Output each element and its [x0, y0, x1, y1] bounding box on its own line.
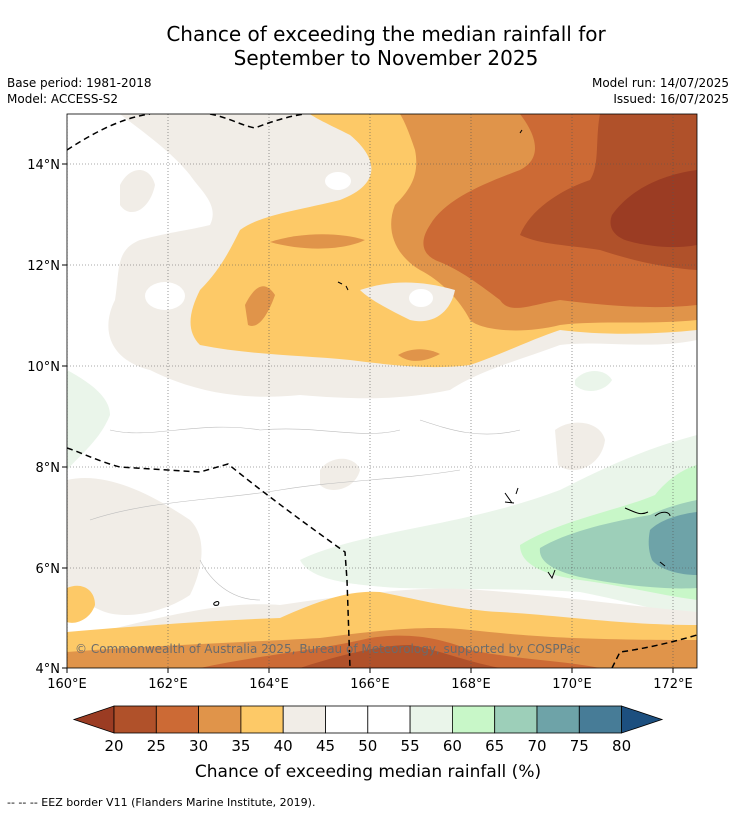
x-tick-label: 162°E — [148, 677, 188, 692]
hole-2 — [145, 282, 185, 310]
colorbar-high-arrow — [621, 705, 664, 734]
eez-border — [67, 114, 697, 668]
region-30-35-spot — [245, 286, 275, 326]
copyright-text: © Commonwealth of Australia 2025, Bureau… — [75, 642, 580, 656]
hole-5 — [409, 289, 433, 307]
graticule — [67, 114, 697, 668]
region-40-45-small-3 — [555, 422, 605, 471]
map-frame — [66, 113, 698, 669]
region-40-45-southwest — [67, 478, 202, 615]
x-tick-label: 168°E — [451, 677, 491, 692]
title-line-2: September to November 2025 — [233, 46, 539, 70]
colorbar-swatch — [282, 705, 326, 734]
map-title: Chance of exceeding the median rainfall … — [0, 22, 736, 70]
colorbar-swatch — [451, 705, 496, 734]
colorbar-swatch — [240, 705, 284, 734]
colorbar-swatch — [113, 705, 157, 734]
colorbar: 20 25 30 35 40 45 50 55 60 65 70 75 80 — [72, 705, 664, 755]
colorbar-tick-label: 70 — [527, 737, 546, 755]
region-30-35-spot-2 — [398, 349, 440, 361]
meta-left: Base period: 1981-2018 Model: ACCESS-S2 — [7, 75, 152, 107]
y-tick-label: 14°N — [27, 158, 60, 173]
region-55-60-west — [67, 370, 110, 470]
issued-date: Issued: 16/07/2025 — [613, 92, 729, 106]
colorbar-tick-label: 75 — [570, 737, 589, 755]
colorbar-swatch — [536, 705, 580, 734]
y-tick-label: 10°N — [27, 360, 60, 375]
hole-4 — [360, 282, 455, 322]
x-tick-label: 172°E — [653, 677, 693, 692]
colorbar-swatch — [155, 705, 200, 734]
region-35-40-west-spot — [67, 585, 95, 623]
colorbar-swatch — [578, 705, 622, 734]
colorbar-tick-label: 50 — [358, 737, 377, 755]
region-40-45-small-1 — [120, 170, 155, 213]
colorbar-label: Chance of exceeding median rainfall (%) — [194, 762, 542, 782]
colorbar-tick-label: 55 — [401, 737, 420, 755]
colorbar-swatch — [325, 705, 369, 734]
colorbar-tick-label: 65 — [485, 737, 504, 755]
colorbar-tick-label: 45 — [316, 737, 335, 755]
islands — [213, 129, 671, 606]
eez-footnote: -- -- -- EEZ border V11 (Flanders Marine… — [7, 796, 316, 809]
region-below-20 — [610, 170, 697, 248]
colorbar-tick-label: 80 — [612, 737, 631, 755]
rainfall-map: © Commonwealth of Australia 2025, Bureau… — [67, 114, 697, 668]
region-55-60-spot — [575, 371, 612, 392]
y-tick-label: 6°N — [36, 562, 61, 577]
colorbar-tick-label: 35 — [231, 737, 250, 755]
model-run: Model run: 14/07/2025 — [591, 76, 729, 90]
y-tick-label: 8°N — [36, 461, 61, 476]
base-period: Base period: 1981-2018 — [7, 76, 152, 90]
y-tick-label: 4°N — [36, 662, 61, 677]
colorbar-swatch — [409, 705, 453, 734]
colorbar-swatch — [494, 705, 538, 734]
x-axis: 160°E 162°E 164°E 166°E 168°E 170°E 172°E — [47, 668, 693, 692]
x-tick-label: 160°E — [47, 677, 87, 692]
model-name: Model: ACCESS-S2 — [7, 92, 119, 106]
colorbar-tick-label: 40 — [274, 737, 293, 755]
title-line-1: Chance of exceeding the median rainfall … — [166, 22, 606, 46]
x-tick-label: 170°E — [552, 677, 592, 692]
contour-lines — [89, 419, 521, 601]
x-tick-label: 166°E — [350, 677, 390, 692]
colorbar-tick-label: 30 — [189, 737, 208, 755]
colorbar-swatch — [198, 705, 242, 734]
colorbar-swatch — [367, 705, 411, 734]
y-axis: 14°N 12°N 10°N 8°N 6°N 4°N — [27, 158, 67, 677]
hole-1 — [325, 172, 351, 190]
y-tick-label: 12°N — [27, 259, 60, 274]
colorbar-tick-label: 20 — [104, 737, 123, 755]
meta-right: Model run: 14/07/2025 Issued: 16/07/2025 — [592, 75, 729, 107]
colorbar-tick-label: 25 — [147, 737, 166, 755]
x-tick-label: 164°E — [249, 677, 289, 692]
region-65-70 — [539, 500, 697, 589]
colorbar-tick-label: 60 — [443, 737, 462, 755]
region-40-45-small-2 — [320, 458, 360, 490]
region-30-35-band — [270, 234, 365, 249]
colorbar-low-arrow — [72, 705, 115, 734]
